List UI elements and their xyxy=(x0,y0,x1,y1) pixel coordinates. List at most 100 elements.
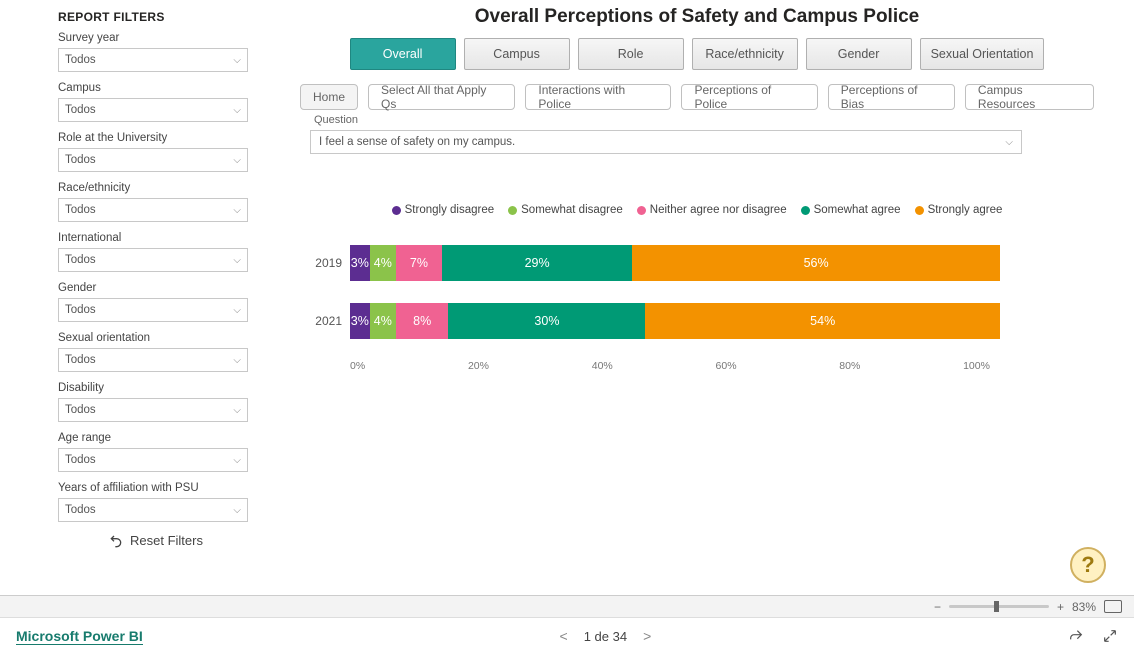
page-title: Overall Perceptions of Safety and Campus… xyxy=(300,6,1094,28)
legend-swatch xyxy=(508,206,517,215)
chevron-down-icon: ⌵ xyxy=(233,55,241,66)
legend-swatch xyxy=(392,206,401,215)
filter-value: Todos xyxy=(65,204,96,216)
x-axis: 0%20%40%60%80%100% xyxy=(350,360,990,372)
tab-row: Home Select All that Apply Qs Interactions… xyxy=(300,84,1094,110)
chart-legend: Strongly disagree Somewhat disagree Neithe… xyxy=(300,204,1094,216)
filter-value: Todos xyxy=(65,354,96,366)
bar-segment[interactable]: 56% xyxy=(632,245,1000,281)
tab-campus-resources[interactable]: Campus Resources xyxy=(965,84,1094,110)
filter-value: Todos xyxy=(65,154,96,166)
brand-link[interactable]: Microsoft Power BI xyxy=(16,628,143,645)
pager-prev-button[interactable]: < xyxy=(560,628,568,644)
filter-label: Survey year xyxy=(58,32,260,44)
view-button-role[interactable]: Role xyxy=(578,38,684,70)
filter-dropdown-9[interactable]: Todos ⌵ xyxy=(58,498,248,522)
x-tick-label: 60% xyxy=(716,360,737,372)
question-label: Question xyxy=(314,114,1094,126)
x-tick-label: 20% xyxy=(468,360,489,372)
x-tick-label: 40% xyxy=(592,360,613,372)
zoom-slider[interactable] xyxy=(949,605,1049,608)
legend-swatch xyxy=(801,206,810,215)
zoom-percent: 83% xyxy=(1072,600,1096,614)
bar-track: 3%4%8%30%54% xyxy=(350,303,1000,339)
reset-filters-button[interactable]: Reset Filters xyxy=(108,532,260,548)
bar-segment[interactable]: 54% xyxy=(645,303,1000,339)
filter-dropdown-1[interactable]: Todos ⌵ xyxy=(58,98,248,122)
tab-home[interactable]: Home xyxy=(300,84,358,110)
bar-track: 3%4%7%29%56% xyxy=(350,245,1000,281)
filters-title: REPORT FILTERS xyxy=(58,10,260,24)
filter-dropdown-8[interactable]: Todos ⌵ xyxy=(58,448,248,472)
help-button[interactable]: ? xyxy=(1070,547,1106,583)
legend-label: Strongly disagree xyxy=(405,204,495,216)
tab-select-all-that-apply-qs[interactable]: Select All that Apply Qs xyxy=(368,84,515,110)
pager-next-button[interactable]: > xyxy=(643,628,651,644)
fullscreen-icon[interactable] xyxy=(1102,628,1118,644)
tab-perceptions-of-police[interactable]: Perceptions of Police xyxy=(681,84,817,110)
filter-label: Years of affiliation with PSU xyxy=(58,482,260,494)
bar-row: 2019 3%4%7%29%56% xyxy=(310,244,1000,282)
filter-value: Todos xyxy=(65,304,96,316)
tab-interactions-with-police[interactable]: Interactions with Police xyxy=(525,84,671,110)
bar-segment[interactable]: 4% xyxy=(370,303,396,339)
filter-label: Campus xyxy=(58,82,260,94)
filter-value: Todos xyxy=(65,504,96,516)
bar-segment[interactable]: 29% xyxy=(442,245,632,281)
question-area: Question I feel a sense of safety on my … xyxy=(310,114,1094,154)
view-button-sexual-orientation[interactable]: Sexual Orientation xyxy=(920,38,1045,70)
undo-icon xyxy=(108,532,124,548)
legend-label: Somewhat agree xyxy=(814,204,901,216)
zoom-in-button[interactable]: + xyxy=(1057,600,1064,614)
view-button-race-ethnicity[interactable]: Race/ethnicity xyxy=(692,38,798,70)
tab-perceptions-of-bias[interactable]: Perceptions of Bias xyxy=(828,84,955,110)
bar-segment[interactable]: 3% xyxy=(350,303,370,339)
share-icon[interactable] xyxy=(1068,628,1084,644)
legend-swatch xyxy=(915,206,924,215)
bar-segment[interactable]: 4% xyxy=(370,245,396,281)
chevron-down-icon: ⌵ xyxy=(233,405,241,416)
bar-segment[interactable]: 3% xyxy=(350,245,370,281)
bar-segment[interactable]: 7% xyxy=(396,245,442,281)
x-tick-label: 0% xyxy=(350,360,365,372)
bar-segment[interactable]: 8% xyxy=(396,303,449,339)
filter-dropdown-0[interactable]: Todos ⌵ xyxy=(58,48,248,72)
filter-label: Role at the University xyxy=(58,132,260,144)
chevron-down-icon: ⌵ xyxy=(233,255,241,266)
view-button-campus[interactable]: Campus xyxy=(464,38,570,70)
legend-swatch xyxy=(637,206,646,215)
filter-dropdown-4[interactable]: Todos ⌵ xyxy=(58,248,248,272)
filter-label: Race/ethnicity xyxy=(58,182,260,194)
filter-dropdown-7[interactable]: Todos ⌵ xyxy=(58,398,248,422)
view-button-gender[interactable]: Gender xyxy=(806,38,912,70)
filter-value: Todos xyxy=(65,104,96,116)
legend-item: Neither agree nor disagree xyxy=(637,204,787,216)
legend-label: Neither agree nor disagree xyxy=(650,204,787,216)
zoom-bar: − + 83% xyxy=(0,596,1134,618)
filter-dropdown-3[interactable]: Todos ⌵ xyxy=(58,198,248,222)
chevron-down-icon: ⌵ xyxy=(233,305,241,316)
legend-item: Strongly disagree xyxy=(392,204,495,216)
footer: Microsoft Power BI < 1 de 34 > xyxy=(0,618,1134,654)
filter-label: Gender xyxy=(58,282,260,294)
legend-item: Strongly agree xyxy=(915,204,1003,216)
filter-dropdown-6[interactable]: Todos ⌵ xyxy=(58,348,248,372)
filter-label: International xyxy=(58,232,260,244)
report-main: Overall Perceptions of Safety and Campus… xyxy=(260,0,1134,595)
question-dropdown[interactable]: I feel a sense of safety on my campus. ⌵ xyxy=(310,130,1022,154)
filter-dropdown-2[interactable]: Todos ⌵ xyxy=(58,148,248,172)
chart-bars: 2019 3%4%7%29%56% 2021 3%4%8%30%54% 0% 20%… xyxy=(310,244,1000,372)
question-value: I feel a sense of safety on my campus. xyxy=(319,136,515,148)
bar-segment[interactable]: 30% xyxy=(448,303,645,339)
filter-dropdown-5[interactable]: Todos ⌵ xyxy=(58,298,248,322)
view-button-overall[interactable]: Overall xyxy=(350,38,456,70)
legend-label: Somewhat disagree xyxy=(521,204,623,216)
chevron-down-icon: ⌵ xyxy=(233,155,241,166)
bar-category-label: 2021 xyxy=(310,314,350,328)
filter-value: Todos xyxy=(65,454,96,466)
zoom-out-button[interactable]: − xyxy=(934,600,941,614)
legend-label: Strongly agree xyxy=(928,204,1003,216)
fit-to-page-icon[interactable] xyxy=(1104,600,1122,613)
zoom-slider-thumb[interactable] xyxy=(994,601,999,612)
view-button-row: OverallCampusRoleRace/ethnicityGenderSex… xyxy=(300,38,1094,70)
